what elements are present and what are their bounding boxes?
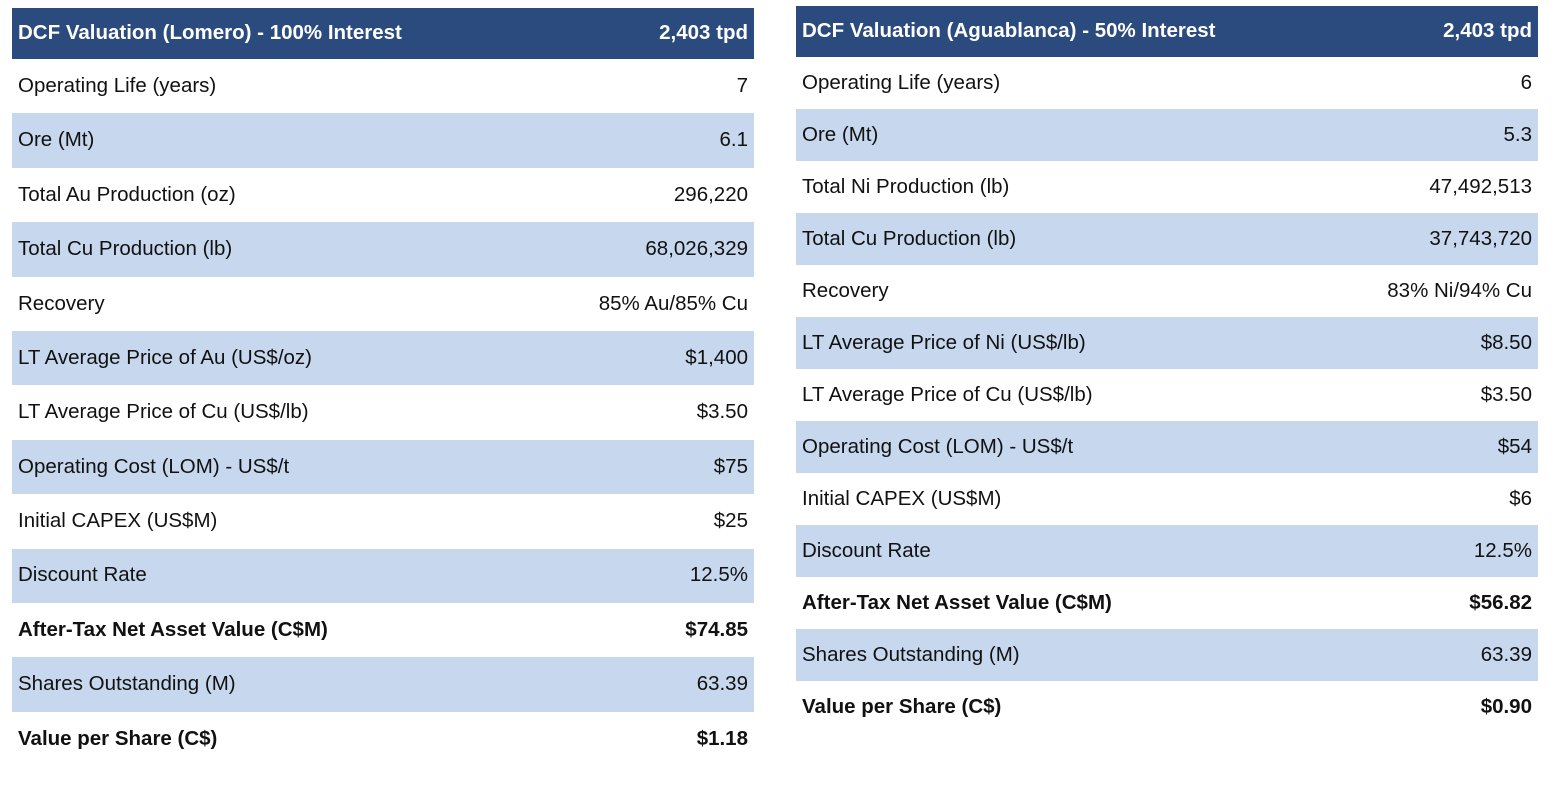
table-row: Total Au Production (oz) 296,220 [12,168,754,222]
row-value: $56.82 [1469,590,1532,614]
table-row: Operating Life (years) 7 [12,59,754,113]
row-label: After-Tax Net Asset Value (C$M) [18,617,328,641]
row-label: Discount Rate [796,525,1298,577]
table-capacity: 2,403 tpd [1297,6,1538,57]
row-label: Operating Cost (LOM) - US$/t [12,439,514,495]
table-row: Value per Share (C$) $0.90 [796,681,1538,733]
table-row: Recovery 85% Au/85% Cu [12,277,754,331]
row-value: 63.39 [1297,629,1538,681]
aguablanca-table-body: DCF Valuation (Aguablanca) - 50% Interes… [796,6,1538,733]
row-value: 37,743,720 [1297,213,1538,265]
row-label: Ore (Mt) [796,109,1298,161]
row-label: Total Au Production (oz) [18,182,236,206]
row-label: Total Ni Production (lb) [802,174,1010,198]
row-value: $3.50 [1480,382,1532,406]
row-label: Total Cu Production (lb) [12,222,514,277]
table-row: Total Cu Production (lb) 37,743,720 [796,213,1538,265]
row-value: 83% Ni/94% Cu [1387,278,1532,302]
table-row: Discount Rate 12.5% [796,525,1538,577]
row-label: Operating Life (years) [18,73,217,97]
table-row: Shares Outstanding (M) 63.39 [796,629,1538,681]
row-value: 296,220 [673,182,748,206]
row-value: 12.5% [1297,525,1538,577]
row-value: $25 [713,509,748,533]
table-title: DCF Valuation (Lomero) - 100% Interest [12,8,514,59]
row-label: Recovery [802,278,889,302]
row-value: 47,492,513 [1429,174,1532,198]
row-label: Initial CAPEX (US$M) [18,509,218,533]
table-row: Operating Cost (LOM) - US$/t $75 [12,439,754,495]
lomero-valuation-table: DCF Valuation (Lomero) - 100% Interest 2… [12,8,754,766]
table-row: After-Tax Net Asset Value (C$M) $74.85 [12,603,754,657]
row-label: Shares Outstanding (M) [796,629,1298,681]
aguablanca-valuation-table: DCF Valuation (Aguablanca) - 50% Interes… [796,6,1538,733]
row-value: $8.50 [1297,317,1538,369]
row-value: $74.85 [685,617,748,641]
row-value: 5.3 [1297,109,1538,161]
row-value: 85% Au/85% Cu [598,291,748,315]
table-title: DCF Valuation (Aguablanca) - 50% Interes… [796,6,1298,57]
row-value: 7 [736,73,748,97]
row-label: Ore (Mt) [12,113,514,168]
table-row: LT Average Price of Cu (US$/lb) $3.50 [12,385,754,439]
table-row: Total Ni Production (lb) 47,492,513 [796,161,1538,213]
row-value: $1,400 [513,330,754,386]
row-label: Initial CAPEX (US$M) [802,486,1002,510]
row-label: Shares Outstanding (M) [12,657,514,712]
row-value: 6 [1520,70,1532,94]
table-row: LT Average Price of Au (US$/oz) $1,400 [12,330,754,386]
table-row: Total Cu Production (lb) 68,026,329 [12,222,754,277]
table-row: LT Average Price of Cu (US$/lb) $3.50 [796,369,1538,421]
row-label: After-Tax Net Asset Value (C$M) [802,590,1112,614]
row-value: 63.39 [513,657,754,712]
row-label: Recovery [18,291,105,315]
table-row: Operating Life (years) 6 [796,57,1538,109]
row-label: Value per Share (C$) [802,694,1002,718]
row-label: LT Average Price of Cu (US$/lb) [18,400,309,424]
table-header-row: DCF Valuation (Lomero) - 100% Interest 2… [12,8,754,59]
row-label: Value per Share (C$) [18,726,218,750]
row-label: Operating Life (years) [802,70,1001,94]
row-value: $1.18 [696,726,748,750]
row-value: $0.90 [1480,694,1532,718]
row-label: LT Average Price of Ni (US$/lb) [796,317,1298,369]
table-row: Value per Share (C$) $1.18 [12,712,754,766]
row-label: LT Average Price of Au (US$/oz) [12,330,514,386]
table-row: Initial CAPEX (US$M) $25 [12,494,754,548]
row-value: 6.1 [513,113,754,168]
table-row: Ore (Mt) 6.1 [12,113,754,168]
lomero-table-body: DCF Valuation (Lomero) - 100% Interest 2… [12,8,754,766]
row-value: 68,026,329 [513,222,754,277]
table-row: Recovery 83% Ni/94% Cu [796,265,1538,317]
row-label: Discount Rate [12,548,514,603]
row-value: $54 [1297,421,1538,473]
table-row: LT Average Price of Ni (US$/lb) $8.50 [796,317,1538,369]
row-value: $6 [1509,486,1532,510]
table-row: Ore (Mt) 5.3 [796,109,1538,161]
table-header-row: DCF Valuation (Aguablanca) - 50% Interes… [796,6,1538,57]
table-row: Discount Rate 12.5% [12,548,754,603]
table-row: After-Tax Net Asset Value (C$M) $56.82 [796,577,1538,629]
table-row: Operating Cost (LOM) - US$/t $54 [796,421,1538,473]
row-label: Operating Cost (LOM) - US$/t [796,421,1298,473]
row-label: LT Average Price of Cu (US$/lb) [802,382,1093,406]
row-value: $3.50 [696,400,748,424]
table-row: Shares Outstanding (M) 63.39 [12,657,754,712]
table-capacity: 2,403 tpd [513,8,754,59]
row-label: Total Cu Production (lb) [796,213,1298,265]
row-value: 12.5% [513,548,754,603]
table-row: Initial CAPEX (US$M) $6 [796,473,1538,525]
row-value: $75 [513,439,754,495]
